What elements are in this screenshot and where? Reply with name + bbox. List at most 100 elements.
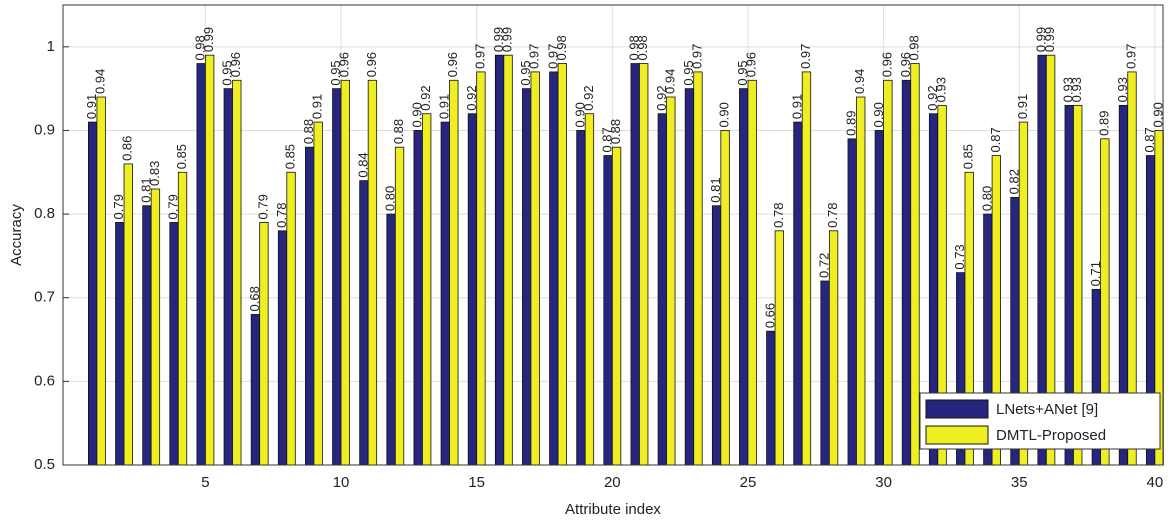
bar [820,280,830,466]
y-tick-label: 0.5 [34,456,55,473]
bar [711,205,722,466]
value-label: 0.96 [744,52,759,77]
bar [747,79,757,466]
value-label: 0.99 [491,27,506,52]
bar [340,79,350,466]
value-label: 0.92 [925,85,940,110]
value-label: 0.91 [84,94,99,119]
value-label: 0.79 [255,194,270,219]
value-label: 0.98 [193,35,208,60]
bar [422,113,432,466]
value-label: 0.92 [418,85,433,110]
value-label: 0.79 [165,194,180,219]
value-label: 0.88 [391,119,406,144]
value-label: 0.87 [988,127,1003,152]
value-label: 0.93 [1115,77,1130,102]
bar [313,121,323,466]
bar [874,130,884,466]
value-label: 0.94 [852,69,867,94]
bar [503,54,513,466]
bar [657,113,667,466]
bar [522,88,532,466]
value-label: 0.78 [771,203,786,228]
bar [223,88,233,466]
value-label: 0.98 [627,35,642,60]
value-label: 0.99 [500,27,515,52]
bar [901,79,912,466]
value-label: 0.72 [817,253,832,278]
bar [332,88,342,466]
bar [96,96,106,466]
bar [611,146,622,466]
bar [494,54,505,466]
bar [413,130,423,466]
value-label: 0.92 [654,85,669,110]
bar [576,130,586,466]
bar [250,314,261,466]
bar [584,113,595,466]
bar [739,88,749,466]
legend-label: LNets+ANet [9] [996,401,1098,418]
value-label: 0.90 [871,102,886,127]
bar [467,113,478,466]
bar [286,171,296,466]
value-label: 0.97 [1123,44,1138,69]
value-label: 0.96 [898,52,913,77]
bar [603,155,613,466]
bar [774,230,784,466]
legend-swatch [925,399,989,419]
bar [169,222,179,466]
bar [205,54,215,466]
bar [88,121,98,466]
bar [557,63,567,466]
value-label: 0.82 [1006,169,1021,194]
bar [142,205,152,466]
value-label: 0.91 [789,94,804,119]
value-label: 0.90 [410,102,425,127]
value-label: 0.95 [220,60,235,85]
bar [150,188,161,466]
value-label: 0.89 [844,111,859,136]
value-label: 0.94 [93,69,108,94]
y-tick-label: 0.8 [34,205,55,222]
value-label: 0.98 [635,35,650,60]
value-label: 0.92 [581,85,596,110]
bar [359,180,369,466]
x-tick-label: 40 [1147,474,1164,491]
bar [856,96,866,466]
x-tick-label: 25 [740,474,757,491]
bar [666,96,676,466]
value-label: 0.83 [147,161,162,186]
bar [440,121,450,466]
plot-frame [62,4,1164,466]
value-label: 0.86 [120,136,135,161]
x-tick-label: 20 [604,474,621,491]
value-label: 0.87 [600,127,615,152]
value-label: 0.99 [1034,27,1049,52]
bar [232,79,242,466]
value-label: 0.97 [689,44,704,69]
bar [177,171,188,466]
bar [449,79,459,466]
legend-label: DMTL-Proposed [996,427,1106,444]
bar [530,71,540,466]
y-tick-label: 0.7 [34,289,55,306]
value-label: 0.96 [879,52,894,77]
value-label: 0.95 [518,60,533,85]
bar [386,213,396,466]
value-label: 0.97 [798,44,813,69]
value-label: 0.97 [545,44,560,69]
value-label: 0.85 [174,144,189,169]
bar [367,79,378,466]
value-label: 0.87 [1142,127,1157,152]
bar [476,71,486,466]
value-label: 0.78 [825,203,840,228]
value-label: 0.71 [1088,261,1103,286]
legend-swatch [925,425,989,445]
value-label: 0.73 [952,244,967,269]
value-label: 0.80 [382,186,397,211]
x-tick-label: 5 [201,474,209,491]
value-label: 0.91 [1015,94,1030,119]
value-label: 0.79 [111,194,126,219]
